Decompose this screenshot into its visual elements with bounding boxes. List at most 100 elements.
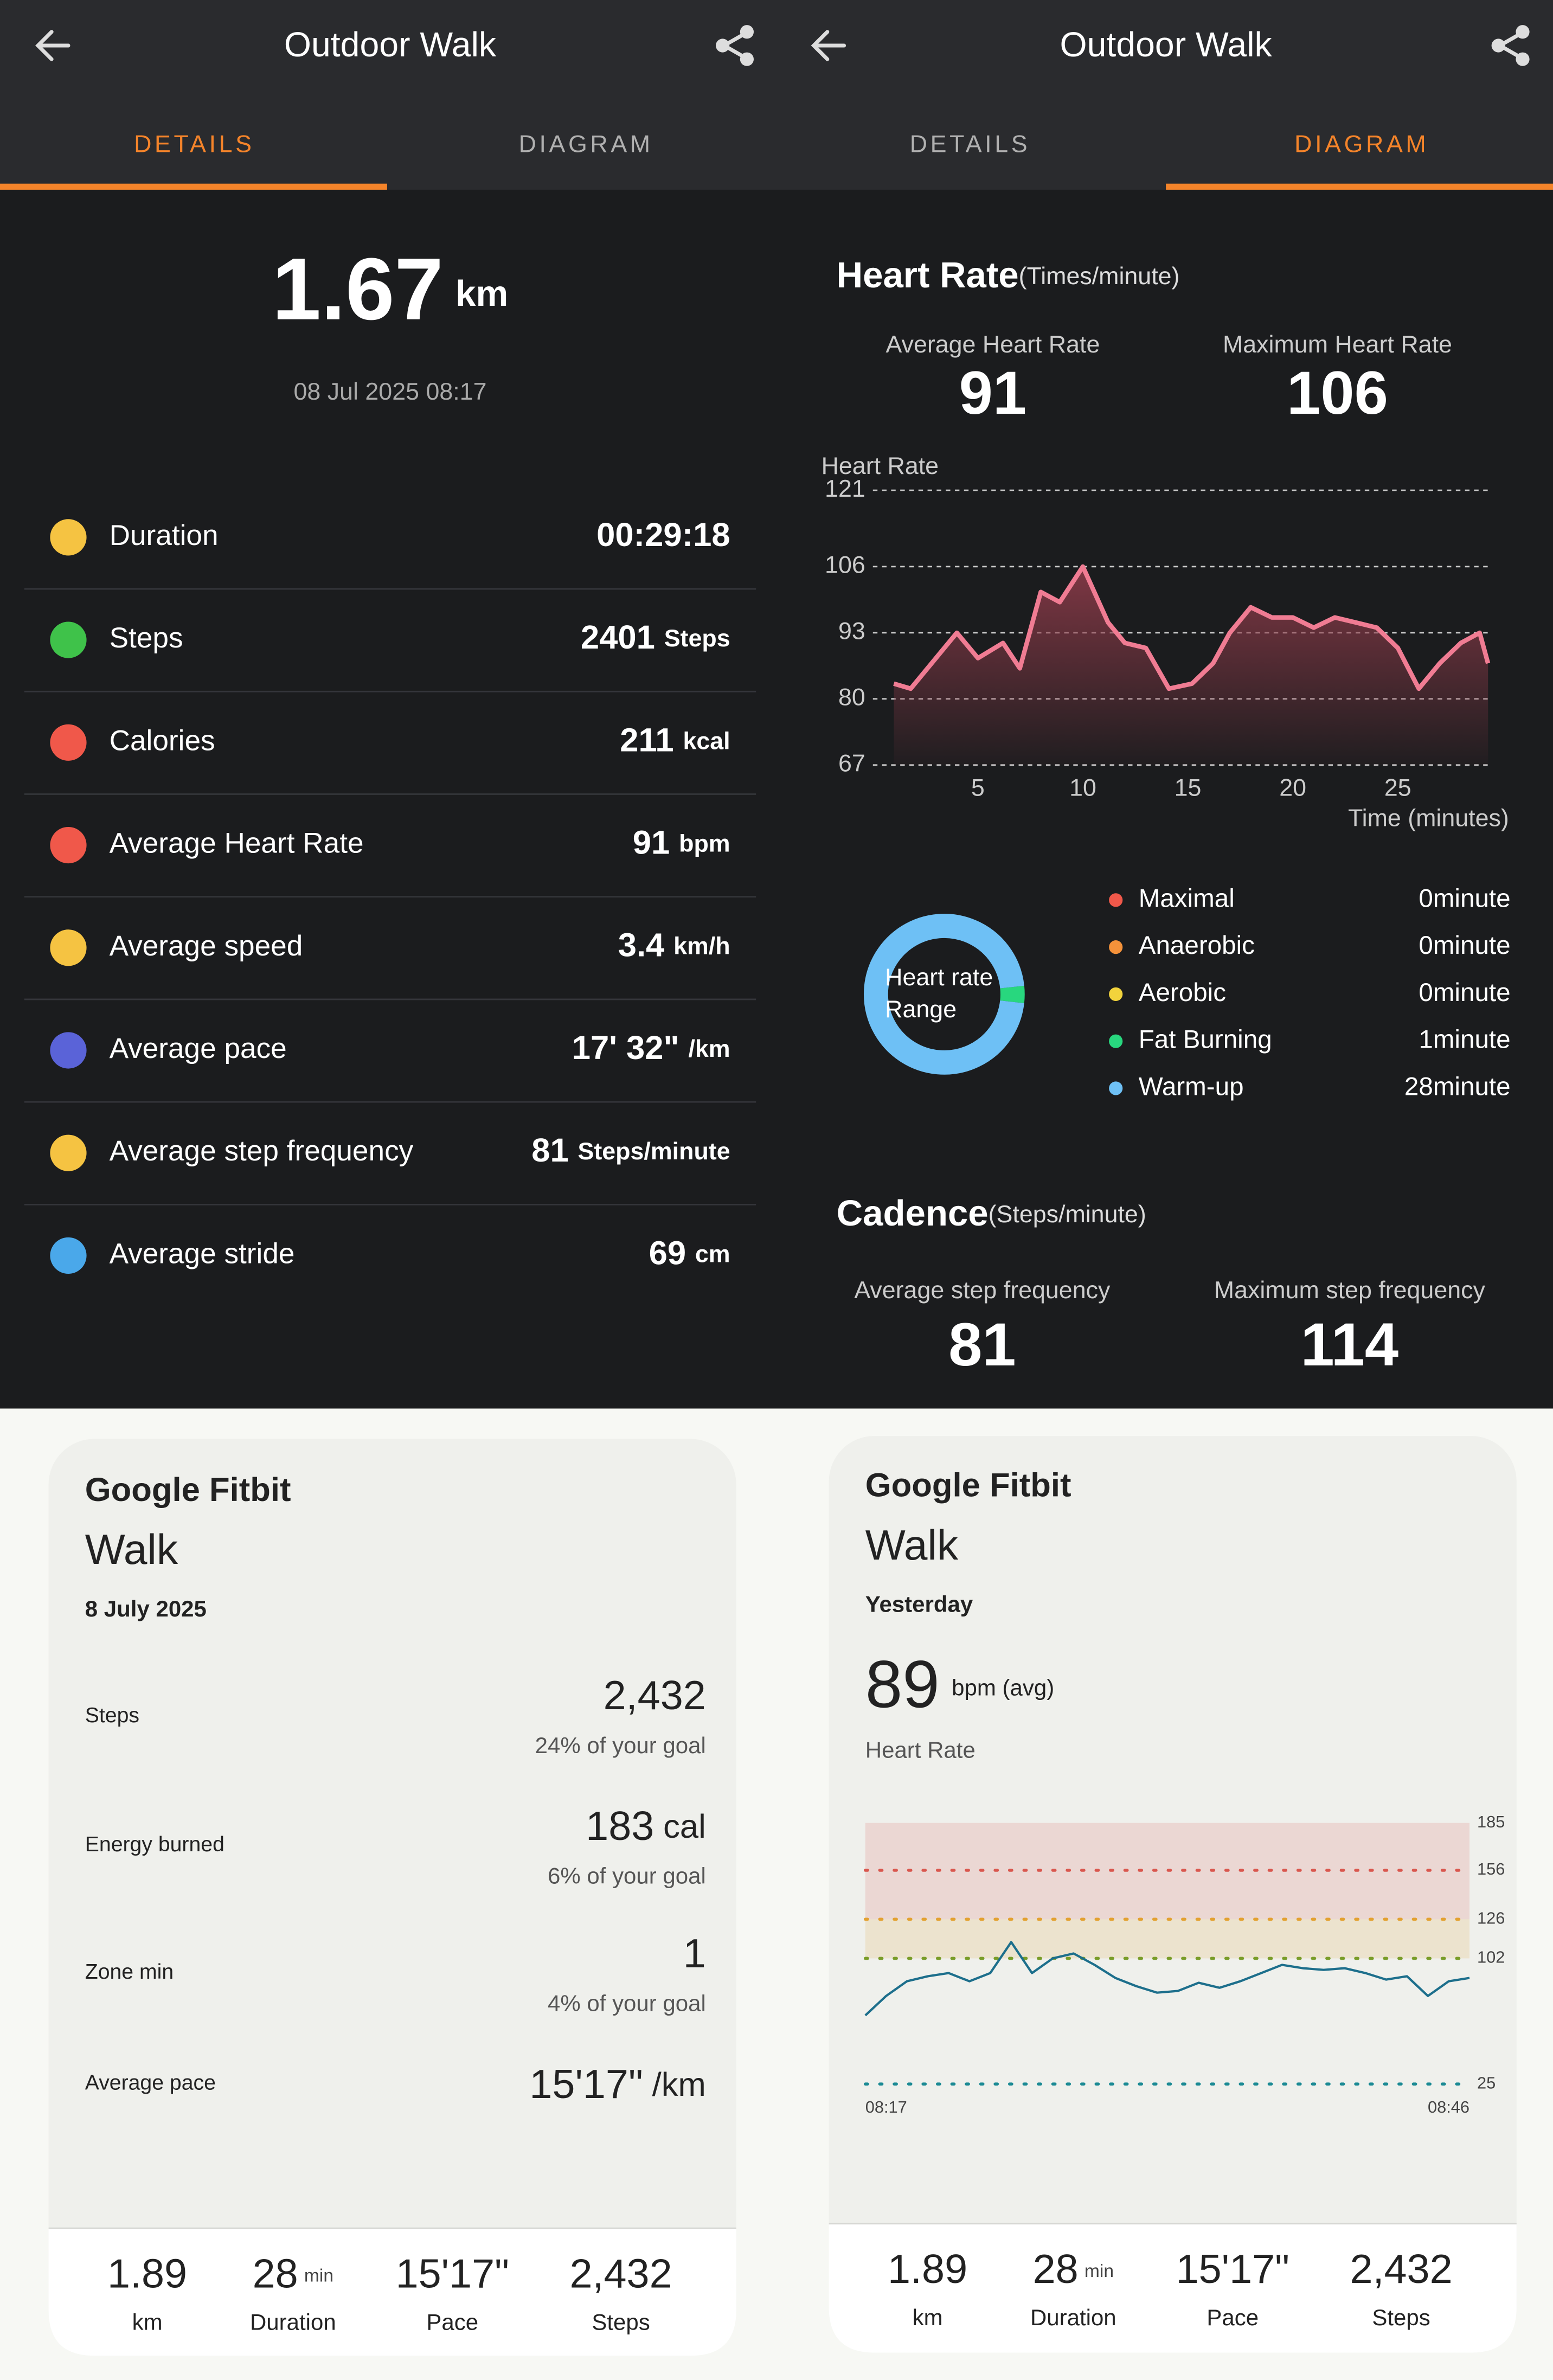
row-value: 00:29:18 bbox=[596, 516, 730, 554]
y-tick-label: 126 bbox=[1477, 1908, 1505, 1927]
row-value-part: Steps/minute bbox=[578, 1138, 730, 1165]
row-icon bbox=[50, 1032, 87, 1069]
back-button[interactable] bbox=[35, 30, 70, 61]
line-area bbox=[894, 566, 1488, 765]
row-label: Energy burned bbox=[85, 1833, 224, 1856]
tab-indicator bbox=[0, 183, 387, 190]
row-value-part: 15'17" bbox=[529, 2062, 643, 2107]
row-value: 2401 Steps bbox=[581, 619, 730, 656]
legend-label: Anaerobic bbox=[1139, 931, 1255, 960]
datetime: 08 Jul 2025 08:17 bbox=[294, 378, 487, 405]
row-value-part: /km bbox=[688, 1035, 730, 1062]
donut-center-label: Heart rate bbox=[885, 964, 993, 991]
legend-dot bbox=[1109, 940, 1123, 954]
back-button[interactable] bbox=[811, 30, 846, 61]
dot bbox=[740, 52, 754, 66]
row-value-part: kcal bbox=[683, 727, 730, 754]
tab-indicator bbox=[1166, 183, 1553, 190]
tab[interactable]: DIAGRAM bbox=[1294, 131, 1429, 158]
row-icon bbox=[50, 724, 87, 761]
avg-heart-rate: 89 bpm (avg) bbox=[865, 1647, 1054, 1722]
dot bbox=[716, 39, 730, 53]
line bbox=[864, 1941, 1470, 2017]
x-tick-label: 08:46 bbox=[1428, 2097, 1469, 2116]
row-value-part: cm bbox=[695, 1240, 730, 1267]
section-heading: Cadence(Steps/minute) bbox=[837, 1193, 1146, 1234]
dot bbox=[1491, 39, 1505, 53]
section-heading-part: (Steps/minute) bbox=[989, 1201, 1146, 1228]
row-goal: 6% of your goal bbox=[548, 1863, 706, 1889]
card bbox=[829, 1435, 1517, 2353]
row-icon bbox=[50, 1134, 87, 1171]
legend-value: 0minute bbox=[1419, 978, 1510, 1007]
stat-value: 2,432 bbox=[1350, 2247, 1452, 2292]
activity: Walk bbox=[85, 1525, 178, 1573]
stat-value-part: 1.89 bbox=[888, 2247, 967, 2292]
legend-value: 1minute bbox=[1419, 1025, 1510, 1054]
stat-value-part: 28 bbox=[253, 2251, 298, 2297]
row-value: 17' 32" /km bbox=[572, 1029, 730, 1067]
stat-value: 2,432 bbox=[569, 2251, 672, 2297]
row-value-part: cal bbox=[663, 1808, 706, 1845]
dot bbox=[740, 25, 754, 39]
stat-label: Steps bbox=[1372, 2305, 1430, 2330]
row-value: 91 bpm bbox=[633, 824, 730, 862]
donut-center-label: Range bbox=[885, 996, 957, 1023]
row-goal: 4% of your goal bbox=[548, 1991, 706, 2016]
row-value: 183 cal bbox=[586, 1804, 706, 1849]
row-value-part: 1 bbox=[683, 1931, 706, 1977]
stat-label: Maximum Heart Rate bbox=[1223, 331, 1452, 358]
tab[interactable]: DIAGRAM bbox=[519, 131, 653, 158]
stat-value: 1.89 bbox=[888, 2247, 967, 2292]
stat-label: Average Heart Rate bbox=[886, 331, 1100, 358]
legend-label: Maximal bbox=[1139, 884, 1235, 913]
row-label: Steps bbox=[110, 622, 183, 654]
zone-band bbox=[865, 1919, 1470, 1959]
stat-label: Duration bbox=[250, 2310, 336, 2335]
y-tick-label: 121 bbox=[825, 475, 865, 502]
header-bar bbox=[0, 0, 1553, 190]
row-icon bbox=[50, 826, 87, 864]
tab[interactable]: DETAILS bbox=[134, 131, 254, 158]
legend-value: 0minute bbox=[1419, 884, 1510, 913]
x-tick-label: 08:17 bbox=[865, 2097, 907, 2116]
legend-label: Warm-up bbox=[1139, 1073, 1244, 1101]
stat-value-part: 15'17" bbox=[396, 2251, 509, 2297]
line bbox=[893, 564, 1491, 691]
x-tick-label: 10 bbox=[1069, 774, 1096, 801]
screen-title: Outdoor Walk bbox=[284, 25, 497, 64]
row-icon bbox=[50, 519, 87, 556]
row-value-part: bpm bbox=[679, 830, 730, 857]
dot bbox=[1516, 25, 1530, 39]
brand: Google Fitbit bbox=[85, 1471, 291, 1509]
tab[interactable]: DETAILS bbox=[910, 131, 1030, 158]
donut-segment bbox=[863, 914, 1024, 1075]
avg-heart-rate-part: bpm (avg) bbox=[952, 1675, 1054, 1701]
stat-value: 91 bbox=[959, 359, 1027, 427]
row-value-part: /km bbox=[652, 2066, 706, 2103]
row-icon bbox=[50, 929, 87, 966]
stat-value-part: 28 bbox=[1033, 2247, 1079, 2292]
row-label: Steps bbox=[85, 1704, 139, 1727]
legend-dot bbox=[1109, 987, 1123, 1002]
y-tick-label: 102 bbox=[1477, 1948, 1505, 1967]
stat-value: 1.89 bbox=[107, 2251, 187, 2297]
x-tick-label: 15 bbox=[1175, 774, 1202, 801]
row-value-part: 211 bbox=[620, 722, 673, 759]
row-value: 211 kcal bbox=[620, 722, 730, 759]
date: Yesterday bbox=[865, 1592, 973, 1617]
legend-dot bbox=[1109, 1034, 1123, 1048]
x-tick-label: 5 bbox=[971, 774, 985, 801]
legend-dot bbox=[1109, 893, 1123, 907]
row-label: Average Heart Rate bbox=[110, 827, 364, 859]
date: 8 July 2025 bbox=[85, 1596, 207, 1621]
distance-part: km bbox=[455, 273, 508, 314]
row-value: 1 bbox=[683, 1931, 706, 1977]
row-value: 3.4 km/h bbox=[618, 927, 730, 964]
stat-value-part: 2,432 bbox=[1350, 2247, 1452, 2292]
y-tick-label: 67 bbox=[838, 750, 865, 777]
dot bbox=[1516, 52, 1530, 66]
row-label: Average step frequency bbox=[110, 1135, 414, 1167]
